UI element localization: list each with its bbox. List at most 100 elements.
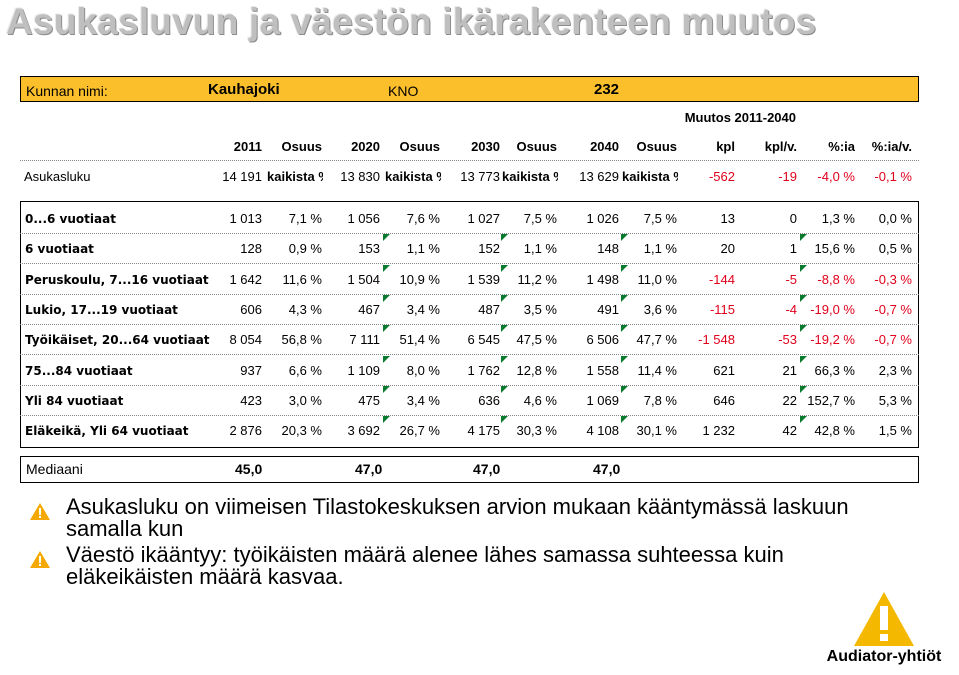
row-separator (20, 385, 919, 386)
kunta-label: Kunnan nimi: (26, 83, 108, 99)
bullet-text: Asukasluku on viimeisen Tilastokeskuksen… (66, 494, 849, 541)
table-top-border (20, 201, 919, 202)
column-header: %:ia/v. (871, 139, 912, 154)
comment-marker (621, 265, 628, 272)
asukasluku-cell: kaikista % (267, 169, 323, 184)
comment-marker (501, 295, 508, 302)
table-cell: 22 (782, 393, 797, 408)
comment-marker (501, 265, 508, 272)
table-cell: 153 (358, 241, 380, 256)
table-bottom-border (20, 447, 919, 448)
comment-marker (800, 325, 807, 332)
table-cell: -53 (778, 332, 797, 347)
table-cell: 937 (240, 363, 262, 378)
muutos-label: Muutos 2011-2040 (684, 110, 796, 125)
table-cell: 13 (720, 211, 735, 226)
comment-marker (383, 265, 390, 272)
table-cell: 3 692 (347, 423, 380, 438)
table-cell: 3,4 % (406, 302, 440, 317)
row-label: Eläkeikä, Yli 64 vuotiaat (25, 424, 189, 438)
table-cell: 42,8 % (814, 423, 855, 438)
comment-marker (383, 416, 390, 423)
column-header: Osuus (636, 139, 677, 154)
asukasluku-cell: kaikista % (622, 169, 678, 184)
table-cell: 26,7 % (399, 423, 440, 438)
row-separator (20, 233, 919, 234)
table-cell: 6,6 % (288, 363, 322, 378)
table-cell: 47,5 % (516, 332, 557, 347)
comment-marker (800, 295, 807, 302)
median-bar (20, 456, 919, 483)
asukasluku-cell: -562 (708, 169, 735, 184)
column-header: 2011 (233, 139, 262, 154)
table-cell: 7,5 % (643, 211, 677, 226)
table-cell: 1 762 (467, 363, 500, 378)
table-cell: 47,7 % (636, 332, 677, 347)
row-label: 0...6 vuotiaat (25, 212, 116, 226)
comment-marker (800, 386, 807, 393)
kno-value: 232 (594, 81, 620, 98)
table-cell: 20,3 % (281, 423, 322, 438)
table-cell: 1 232 (702, 423, 735, 438)
row-separator (20, 415, 919, 416)
table-cell: 1 539 (467, 272, 500, 287)
table-cell: 646 (713, 393, 735, 408)
row-label: Peruskoulu, 7...16 vuotiaat (25, 273, 209, 287)
column-header: 2030 (471, 139, 500, 154)
row-label: Työikäiset, 20...64 vuotiaat (25, 333, 210, 347)
comment-marker (621, 416, 628, 423)
comment-marker (383, 295, 390, 302)
table-cell: 152 (478, 241, 500, 256)
row-separator (20, 263, 919, 264)
median-value: 45,0 (235, 461, 263, 477)
table-cell: 20 (720, 241, 735, 256)
table-cell: 1 027 (467, 211, 500, 226)
comment-marker (800, 356, 807, 363)
column-header: 2020 (351, 139, 380, 154)
table-cell: 11,4 % (637, 363, 677, 378)
table-cell: 1 642 (229, 272, 262, 287)
table-cell: 66,3 % (814, 363, 855, 378)
table-cell: 636 (478, 393, 500, 408)
table-cell: 3,6 % (643, 302, 677, 317)
kunta-value: Kauhajoki (208, 81, 280, 98)
row-separator (20, 354, 919, 355)
table-cell: 56,8 % (281, 332, 322, 347)
warning-icon (30, 551, 50, 568)
table-cell: 21 (782, 363, 797, 378)
asukasluku-cell: -4,0 % (817, 169, 855, 184)
table-cell: 0,9 % (288, 241, 322, 256)
bullet-item: Väestö ikääntyy: työikäisten määrä alene… (30, 544, 910, 588)
table-cell: 1,1 % (523, 241, 557, 256)
median-value: 47,0 (593, 461, 621, 477)
comment-marker (501, 416, 508, 423)
table-cell: 475 (358, 393, 380, 408)
table-cell: 1 (789, 241, 797, 256)
table-cell: 30,1 % (636, 423, 677, 438)
comment-marker (621, 295, 628, 302)
comment-marker (621, 325, 628, 332)
asukasluku-cell: 13 830 (340, 169, 380, 184)
table-cell: -8,8 % (817, 272, 855, 287)
comment-marker (621, 234, 628, 241)
table-cell: 1 026 (586, 211, 619, 226)
table-cell: 12,8 % (516, 363, 557, 378)
table-cell: 30,3 % (516, 423, 557, 438)
table-cell: 1 558 (586, 363, 619, 378)
kno-label: KNO (388, 83, 419, 99)
table-cell: 6 506 (586, 332, 619, 347)
table-cell: 1 056 (347, 211, 380, 226)
table-cell: 7,5 % (523, 211, 557, 226)
table-cell: 4,3 % (288, 302, 322, 317)
comment-marker (800, 416, 807, 423)
table-cell: 1,3 % (821, 211, 855, 226)
table-cell: 3,4 % (406, 393, 440, 408)
asukasluku-label: Asukasluku (24, 169, 91, 184)
audiator-logo-icon (854, 592, 914, 646)
table-cell: 1,1 % (643, 241, 677, 256)
comment-marker (501, 325, 508, 332)
table-cell: 5,3 % (878, 393, 912, 408)
asukasluku-cell: kaikista % (385, 169, 441, 184)
table-cell: 0,5 % (878, 241, 912, 256)
asukasluku-cell: -19 (778, 169, 797, 184)
